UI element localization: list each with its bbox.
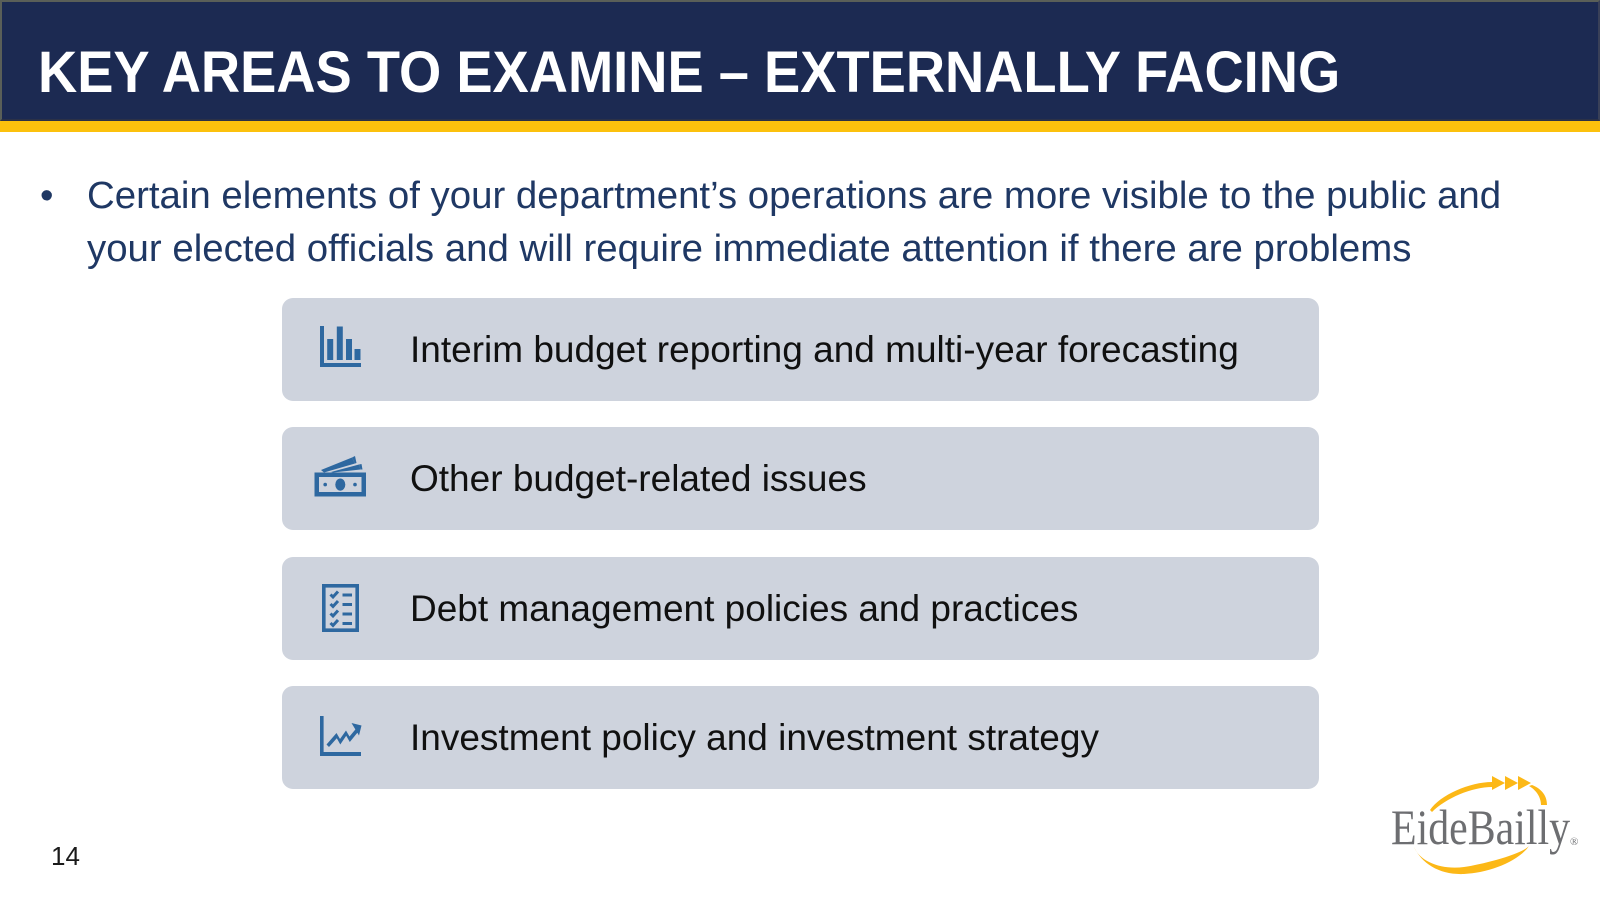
svg-text:EideBailly: EideBailly [1391,799,1570,855]
svg-text:®: ® [1570,836,1578,848]
